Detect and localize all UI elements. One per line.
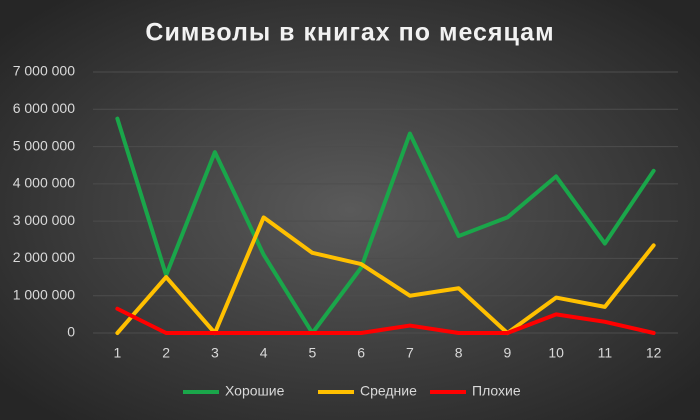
- legend-label: Плохие: [472, 383, 521, 399]
- y-tick-label: 0: [67, 324, 75, 340]
- x-tick-label: 3: [211, 345, 219, 361]
- x-tick-label: 4: [260, 345, 268, 361]
- chart-title: Символы в книгах по месяцам: [145, 19, 554, 47]
- x-tick-label: 10: [548, 345, 564, 361]
- x-tick-label: 9: [503, 345, 511, 361]
- y-tick-label: 7 000 000: [13, 63, 75, 79]
- legend-label: Средние: [360, 383, 417, 399]
- y-tick-label: 2 000 000: [13, 249, 75, 265]
- y-tick-label: 5 000 000: [13, 137, 75, 153]
- x-tick-label: 6: [357, 345, 365, 361]
- y-tick-label: 4 000 000: [13, 175, 75, 191]
- legend-label: Хорошие: [225, 383, 285, 399]
- x-tick-label: 11: [598, 345, 613, 361]
- x-tick-label: 7: [406, 345, 414, 361]
- series-line: [115, 215, 656, 335]
- x-tick-label: 1: [113, 345, 121, 361]
- y-tick-label: 3 000 000: [13, 212, 75, 228]
- x-tick-label: 12: [646, 345, 662, 361]
- series-line: [115, 116, 656, 335]
- y-tick-label: 6 000 000: [13, 100, 75, 116]
- x-tick-label: 5: [308, 345, 316, 361]
- x-tick-label: 2: [162, 345, 170, 361]
- x-tick-label: 8: [455, 345, 463, 361]
- series-line: [115, 306, 656, 335]
- y-tick-label: 1 000 000: [13, 286, 75, 302]
